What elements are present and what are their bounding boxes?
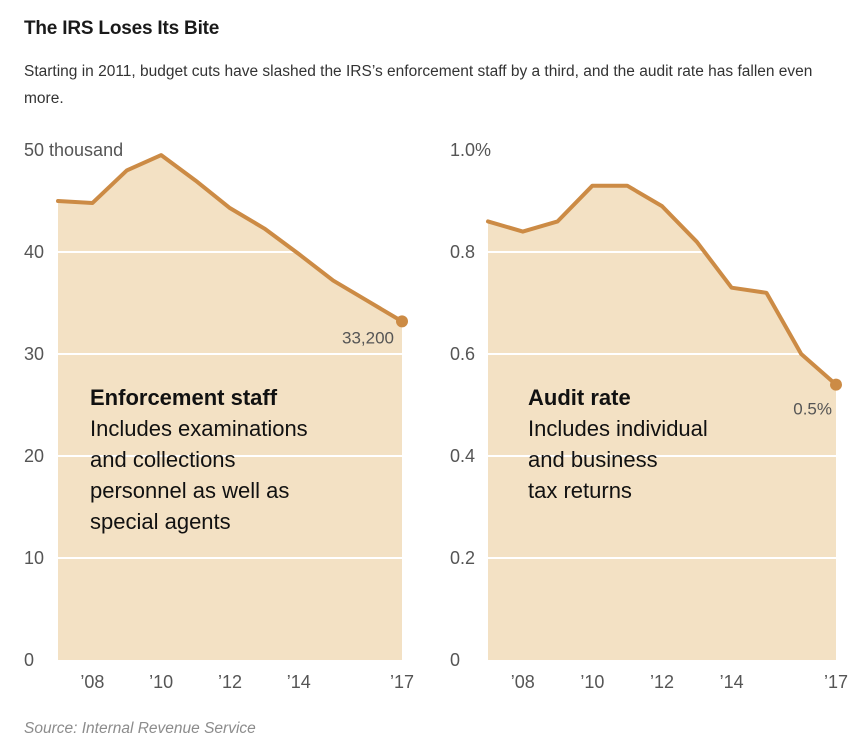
staff-x-tick-label: ’08 bbox=[80, 672, 104, 692]
audit-y-tick-label: 0.4 bbox=[450, 446, 475, 466]
audit-x-tick-label: ’14 bbox=[720, 672, 744, 692]
audit-y-tick-label: 0.2 bbox=[450, 548, 475, 568]
audit-y-tick-label: 1.0% bbox=[450, 140, 491, 160]
staff-y-tick-label: 40 bbox=[24, 242, 44, 262]
staff-y-tick-label: 0 bbox=[24, 650, 34, 670]
staff-x-tick-label: ’12 bbox=[218, 672, 242, 692]
source-note: Source: Internal Revenue Service bbox=[24, 720, 256, 737]
audit-x-tick-label: ’17 bbox=[824, 672, 848, 692]
staff-y-tick-label: 50 thousand bbox=[24, 140, 123, 160]
audit-annotation-title: Audit rate bbox=[528, 385, 631, 410]
audit-annotation-line: and business bbox=[528, 447, 658, 472]
audit-y-tick-label: 0 bbox=[450, 650, 460, 670]
chart-title: The IRS Loses Its Bite bbox=[24, 18, 220, 39]
staff-x-tick-label: ’17 bbox=[390, 672, 414, 692]
audit-x-tick-label: ’10 bbox=[580, 672, 604, 692]
audit-x-tick-label: ’08 bbox=[511, 672, 535, 692]
staff-y-tick-label: 30 bbox=[24, 344, 44, 364]
audit-y-tick-label: 0.6 bbox=[450, 344, 475, 364]
audit-area bbox=[488, 185, 836, 660]
chart-subtitle: Starting in 2011, budget cuts have slash… bbox=[24, 63, 813, 107]
staff-end-point bbox=[396, 315, 408, 328]
staff-x-tick-label: ’14 bbox=[287, 672, 311, 692]
audit-end-label: 0.5% bbox=[793, 400, 832, 419]
audit-annotation-line: tax returns bbox=[528, 478, 632, 503]
audit-end-point bbox=[830, 378, 842, 391]
staff-y-tick-label: 20 bbox=[24, 446, 44, 466]
staff-series-line bbox=[56, 153, 404, 324]
staff-annotation-title: Enforcement staff bbox=[90, 385, 278, 410]
staff-x-tick-label: ’10 bbox=[149, 672, 173, 692]
staff-end-label: 33,200 bbox=[342, 328, 394, 347]
staff-annotation-line: special agents bbox=[90, 509, 231, 534]
staff-annotation-line: Includes examinations bbox=[90, 416, 308, 441]
audit-x-tick-label: ’12 bbox=[650, 672, 674, 692]
audit-y-tick-label: 0.8 bbox=[450, 242, 475, 262]
audit-series-line bbox=[486, 183, 838, 387]
staff-annotation-line: personnel as well as bbox=[90, 478, 289, 503]
audit-annotation-line: Includes individual bbox=[528, 416, 708, 441]
staff-area bbox=[58, 155, 402, 660]
staff-annotation-line: and collections bbox=[90, 447, 236, 472]
staff-y-tick-label: 10 bbox=[24, 548, 44, 568]
